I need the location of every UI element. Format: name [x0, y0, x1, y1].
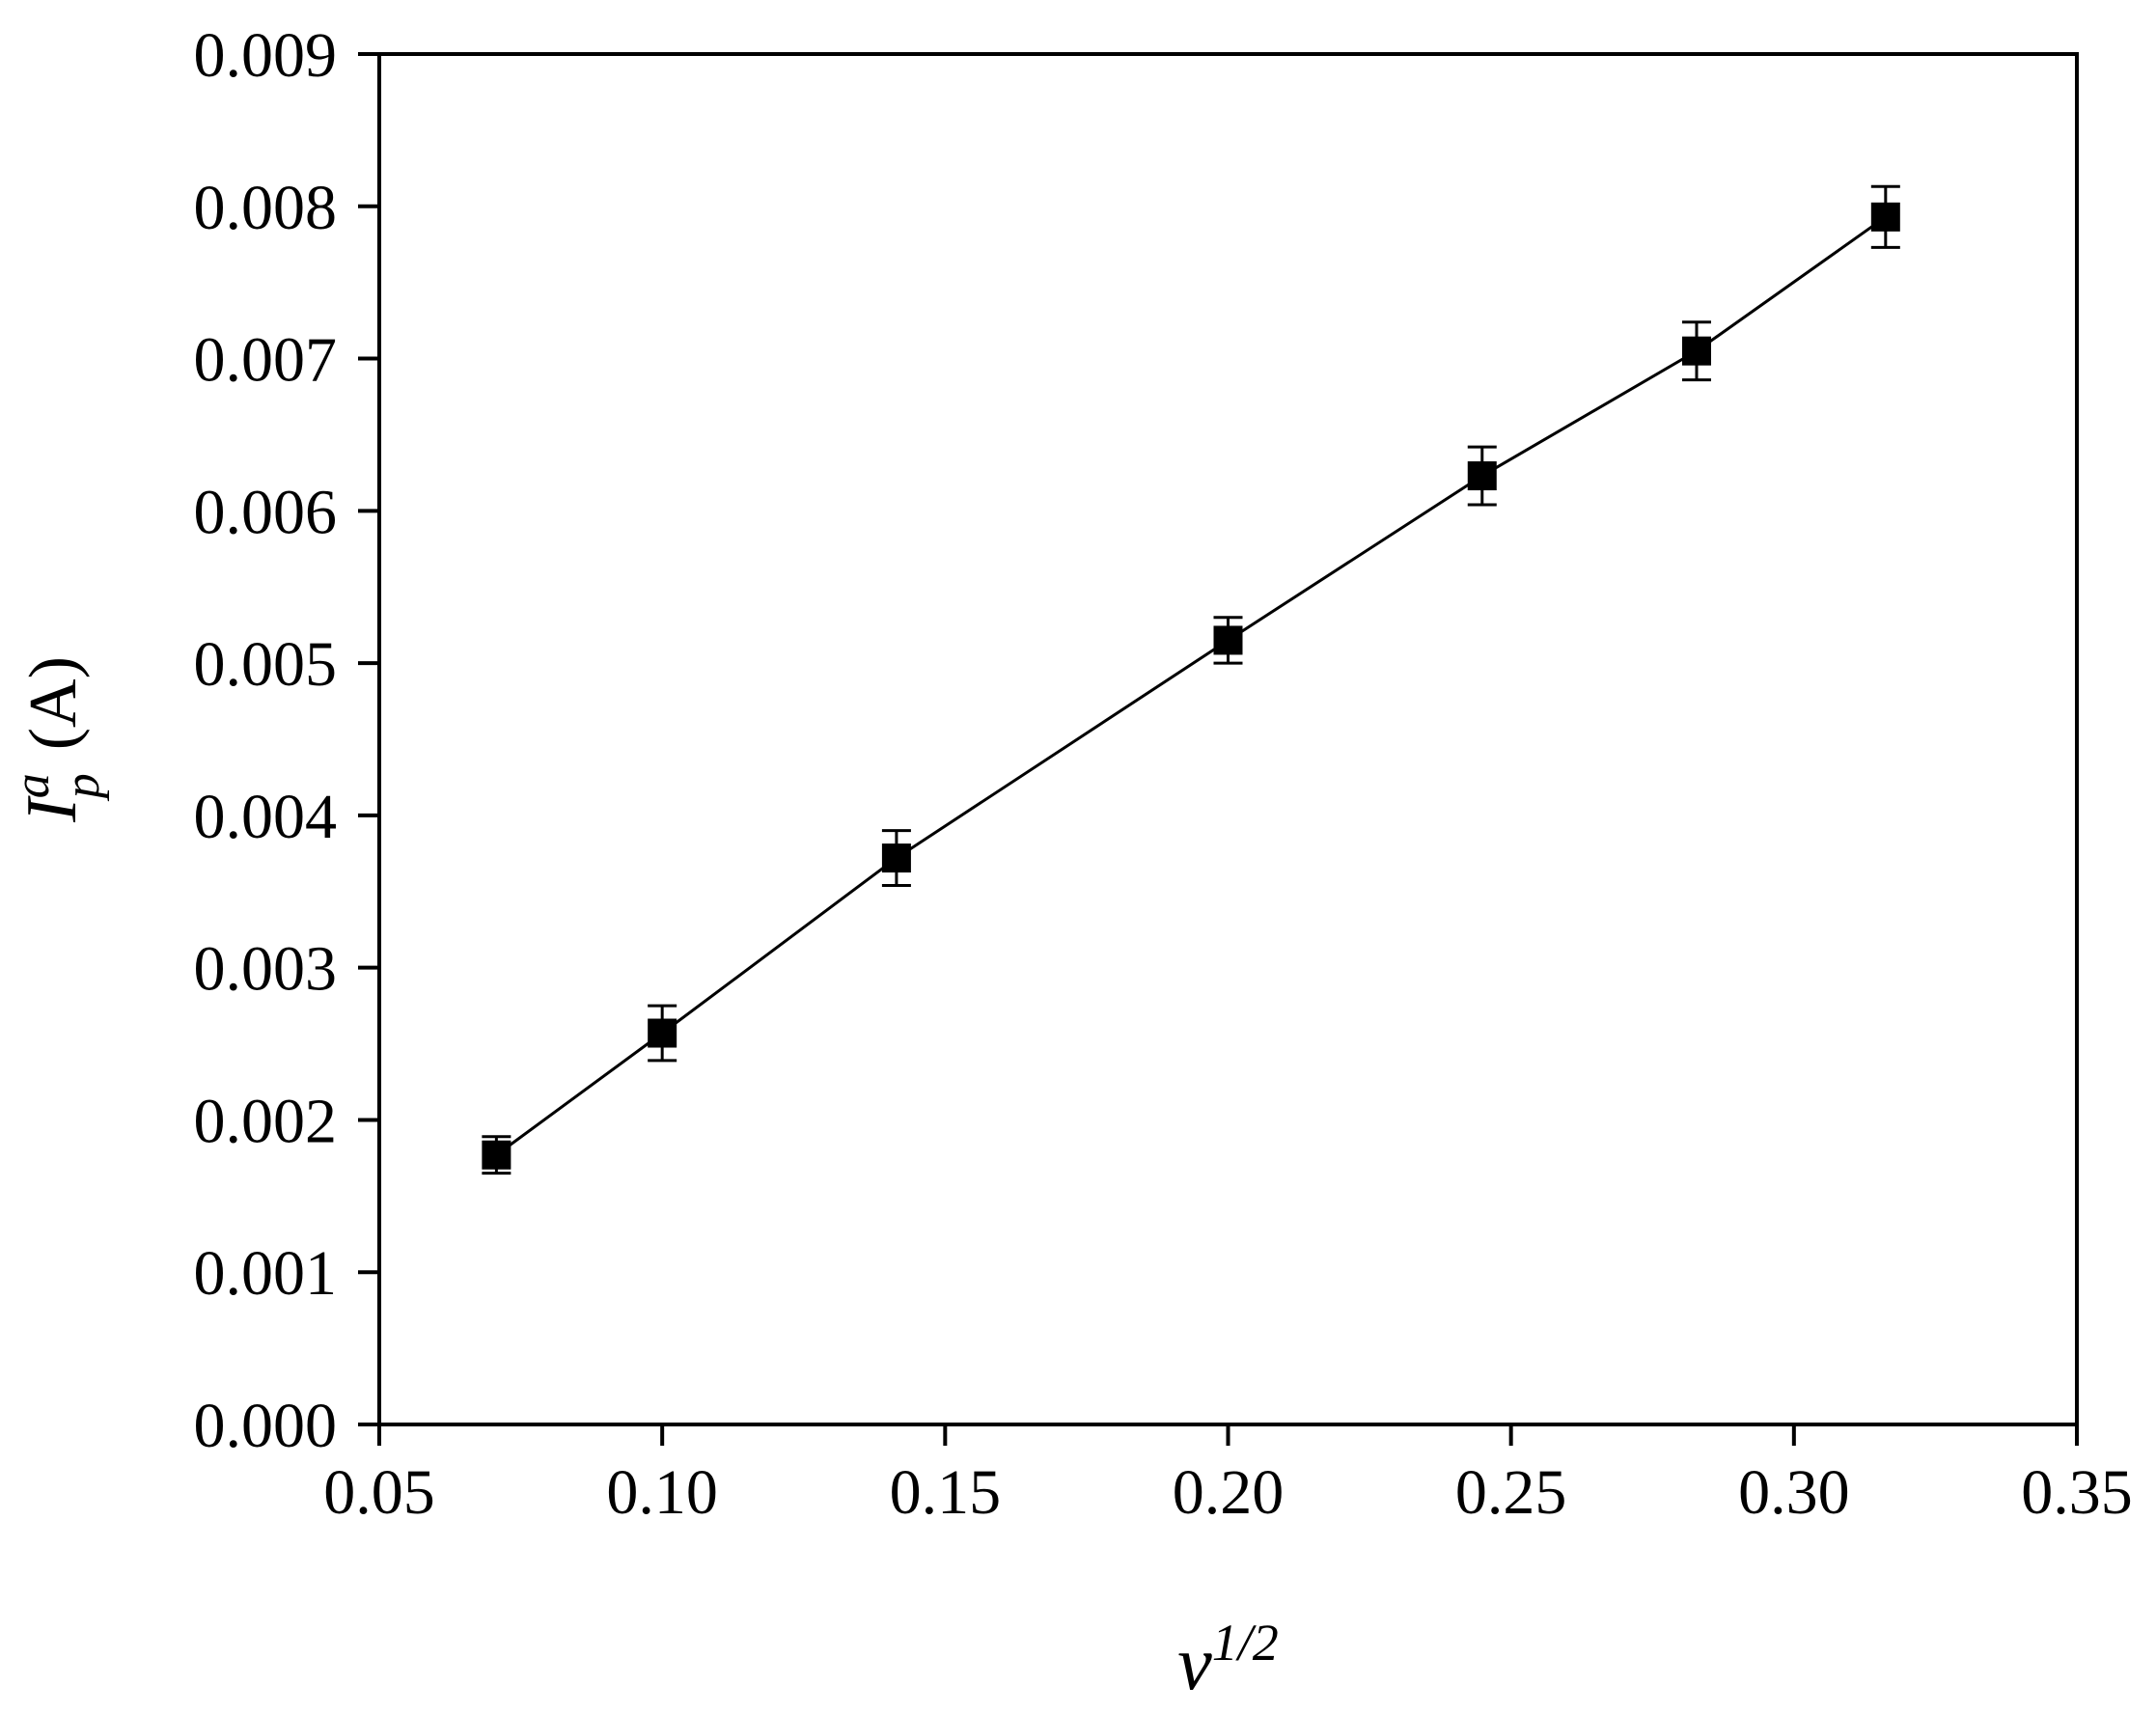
x-axis-title-superscript: 1/2 — [1212, 1614, 1279, 1672]
y-axis-title-subscript: p — [55, 773, 110, 802]
x-tick-label: 0.10 — [606, 1457, 718, 1528]
data-point — [1870, 184, 1900, 249]
x-tick-label: 0.35 — [2021, 1457, 2133, 1528]
data-point-marker — [648, 1018, 677, 1048]
data-point — [1213, 616, 1243, 665]
data-point — [1681, 320, 1711, 382]
y-tick-label: 0.000 — [194, 1391, 338, 1461]
x-tick-label: 0.20 — [1173, 1457, 1285, 1528]
y-axis-ticks: 0.000 0.001 0.002 0.003 0.004 0.005 0.006 0.007… — [194, 20, 379, 1461]
data-point-marker — [1681, 336, 1711, 366]
y-tick-label: 0.002 — [194, 1086, 338, 1156]
y-tick-label: 0.008 — [194, 173, 338, 243]
data-point — [482, 1135, 511, 1175]
x-axis-title: v1/2 — [1177, 1614, 1279, 1706]
data-point — [648, 1004, 677, 1063]
y-axis-title-text: Iap (A) — [5, 656, 110, 823]
data-point-marker — [1213, 625, 1243, 655]
x-tick-label: 0.25 — [1455, 1457, 1567, 1528]
data-point-marker — [881, 843, 911, 873]
plot-frame — [377, 52, 2079, 1426]
y-tick-label: 0.003 — [194, 934, 338, 1005]
y-tick-label: 0.004 — [194, 782, 338, 852]
y-tick-label: 0.006 — [194, 477, 338, 547]
x-tick-label: 0.05 — [323, 1457, 435, 1528]
x-tick-label: 0.30 — [1738, 1457, 1850, 1528]
y-tick-label: 0.001 — [194, 1238, 338, 1309]
y-axis-title-base: I — [13, 795, 92, 823]
data-point — [1467, 445, 1497, 507]
series-line — [495, 215, 1887, 1156]
y-tick-label: 0.007 — [194, 325, 338, 396]
data-series — [482, 184, 1900, 1175]
data-point-marker — [482, 1140, 511, 1170]
y-tick-label: 0.005 — [194, 629, 338, 700]
data-point — [881, 829, 911, 887]
data-point-marker — [1870, 202, 1900, 232]
x-tick-label: 0.15 — [890, 1457, 1002, 1528]
y-axis-title-unit: (A) — [16, 656, 91, 750]
y-tick-label: 0.009 — [194, 20, 338, 91]
x-axis-ticks: 0.05 0.10 0.15 0.20 0.25 0.30 0.35 — [323, 1424, 2133, 1528]
x-axis-title-base: v — [1177, 1621, 1212, 1706]
y-axis-title: Iap (A) — [5, 656, 110, 823]
y-axis-title-superscript: a — [5, 773, 60, 798]
data-point-marker — [1467, 461, 1497, 491]
